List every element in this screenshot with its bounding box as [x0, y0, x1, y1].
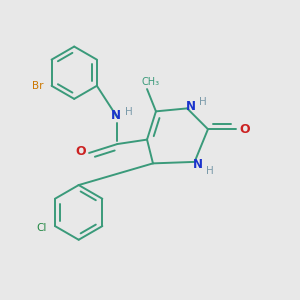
- Text: Br: Br: [32, 81, 43, 91]
- Text: O: O: [239, 123, 250, 136]
- Text: H: H: [206, 166, 213, 176]
- Text: H: H: [199, 97, 206, 107]
- Text: H: H: [125, 107, 133, 117]
- Text: N: N: [186, 100, 196, 112]
- Text: N: N: [193, 158, 202, 171]
- Text: O: O: [75, 145, 86, 158]
- Text: CH₃: CH₃: [142, 76, 160, 87]
- Text: Cl: Cl: [36, 223, 47, 232]
- Text: N: N: [111, 109, 121, 122]
